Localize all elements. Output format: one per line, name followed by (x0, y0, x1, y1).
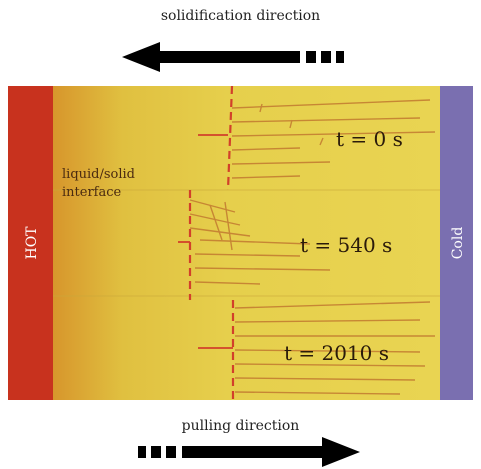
dendrite-structures (189, 99, 436, 395)
interface-markers (178, 134, 233, 349)
interface-label-line1: liquid/solid (62, 167, 135, 182)
cold-label: Cold (450, 227, 466, 260)
solidification-arrow (122, 42, 344, 72)
cold-zone (440, 86, 473, 400)
interface-lines (188, 85, 235, 400)
time-label-2010: t = 2010 s (284, 341, 389, 365)
interface-label-line2: interface (62, 185, 122, 200)
sample-region (53, 86, 440, 400)
hot-label: HOT (24, 226, 40, 260)
solidification-direction-caption: solidification direction (160, 8, 321, 24)
time-label-540: t = 540 s (300, 233, 392, 257)
pulling-arrow (138, 437, 360, 467)
time-label-0: t = 0 s (336, 127, 403, 151)
hot-zone (8, 86, 53, 400)
pulling-direction-caption: pulling direction (181, 418, 300, 434)
